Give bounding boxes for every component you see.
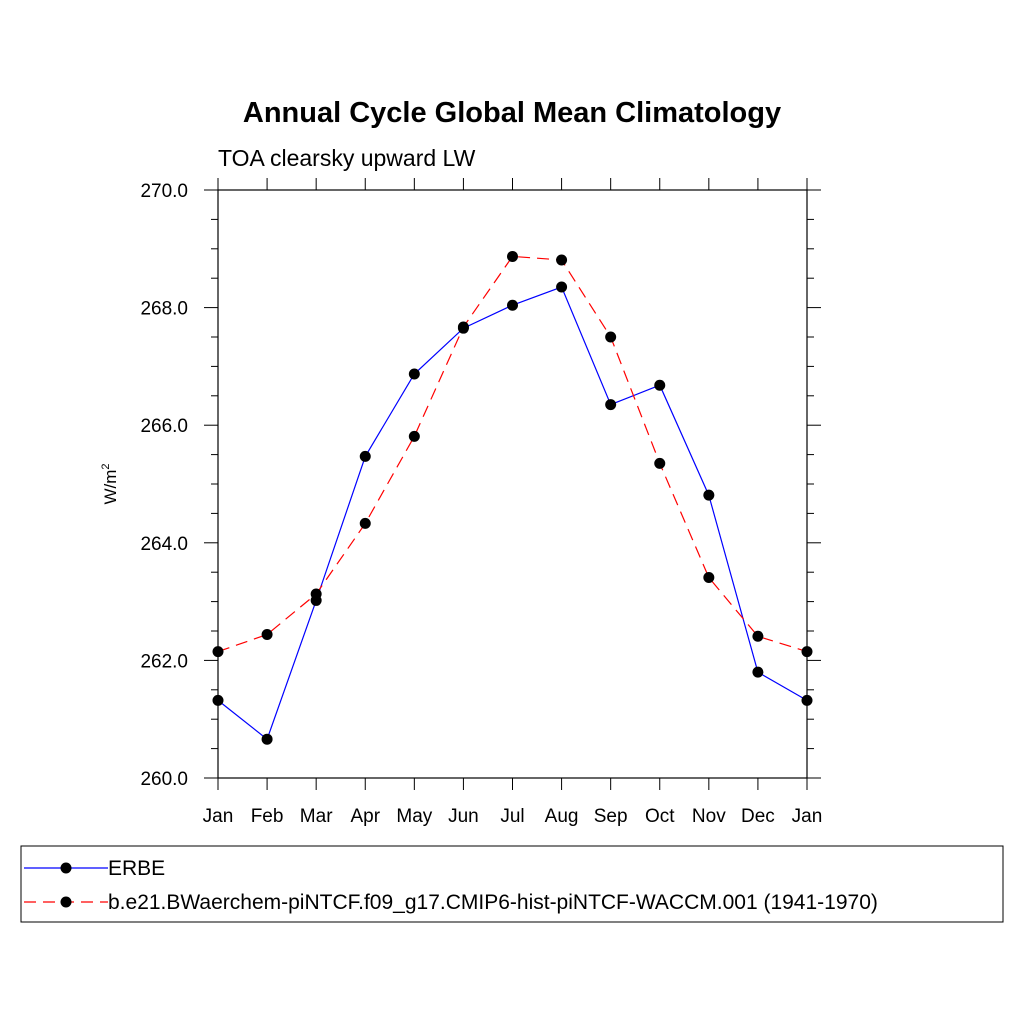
chart-subtitle: TOA clearsky upward LW: [218, 145, 476, 171]
data-point: [359, 450, 371, 462]
series-line-2: [217, 255, 808, 653]
data-point: [703, 571, 715, 583]
data-point: [556, 254, 568, 266]
x-tick-label: Mar: [300, 806, 333, 827]
x-tick-label: Sep: [594, 806, 628, 827]
data-point: [752, 630, 764, 642]
data-point: [654, 457, 666, 469]
x-tick-label: Dec: [741, 806, 775, 827]
data-point: [261, 629, 273, 641]
x-tick-label: Oct: [645, 806, 675, 827]
data-point: [605, 331, 617, 343]
legend-label-1: ERBE: [108, 857, 165, 880]
x-tick-label: Aug: [545, 806, 579, 827]
y-tick-label: 266.0: [140, 416, 188, 437]
data-point: [752, 666, 764, 678]
legend-box: [20, 845, 1004, 923]
y-tick-label: 268.0: [140, 299, 188, 320]
x-tick-labels: Jan Feb Mar Apr May Jun Jul Aug Sep Oct Nov Dec Jan: [203, 806, 823, 827]
x-tick-label: Jan: [203, 806, 234, 827]
data-point: [703, 489, 715, 501]
data-point: [605, 399, 617, 411]
data-point: [801, 646, 813, 658]
data-point: [212, 646, 224, 658]
legend-label-2: b.e21.BWaerchem-piNTCF.f09_g17.CMIP6-his…: [108, 891, 878, 914]
data-point: [408, 368, 420, 380]
data-point: [654, 379, 666, 391]
x-tick-label: Jan: [792, 806, 823, 827]
y-tick-label: 264.0: [140, 534, 188, 555]
legend: ERBE b.e21.BWaerchem-piNTCF.f09_g17.CMIP6…: [24, 857, 878, 914]
series-lines: [217, 255, 808, 741]
y-axis-label: W/m2: [100, 463, 120, 504]
x-tick-label: Apr: [350, 806, 380, 827]
legend-marker-2: [60, 896, 72, 908]
data-point: [310, 588, 322, 600]
data-point: [507, 250, 518, 262]
x-tick-label: Jul: [500, 806, 524, 827]
data-point: [212, 694, 224, 706]
data-point: [507, 299, 518, 311]
chart-title: Annual Cycle Global Mean Climatology: [243, 97, 781, 129]
data-point: [457, 321, 469, 333]
series-markers: [212, 250, 813, 745]
data-point: [408, 430, 420, 442]
x-tick-label: Jun: [448, 806, 479, 827]
y-tick-labels: 260.0 262.0 264.0 266.0 268.0 270.0: [140, 181, 188, 790]
data-point: [261, 733, 273, 745]
data-point: [801, 694, 813, 706]
x-tick-label: Feb: [251, 806, 284, 827]
x-tick-label: Nov: [692, 806, 726, 827]
data-point: [359, 517, 371, 529]
plot-frame: [217, 189, 808, 779]
legend-marker-1: [60, 862, 72, 874]
x-tick-label: May: [396, 806, 432, 827]
y-tick-label: 262.0: [140, 651, 188, 672]
axis-ticks: [204, 178, 821, 790]
series-line-1: [217, 286, 808, 741]
y-tick-label: 270.0: [140, 181, 188, 202]
data-point: [556, 281, 568, 293]
y-tick-label: 260.0: [140, 769, 188, 790]
